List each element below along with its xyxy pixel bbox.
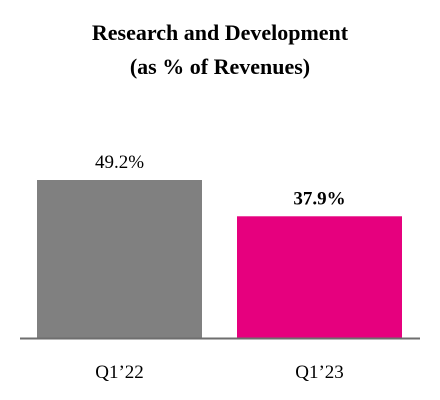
chart-title-line-1: Research and Development [91,20,349,45]
bar-2 [237,216,402,338]
x-tick-label-1: Q1’22 [95,362,144,383]
chart-title-line-2: (as % of Revenues) [129,54,311,79]
x-tick-label-2: Q1’23 [295,362,344,383]
bar-1 [37,180,202,338]
data-label-1: 49.2% [95,152,144,173]
data-label-2: 37.9% [293,188,345,209]
